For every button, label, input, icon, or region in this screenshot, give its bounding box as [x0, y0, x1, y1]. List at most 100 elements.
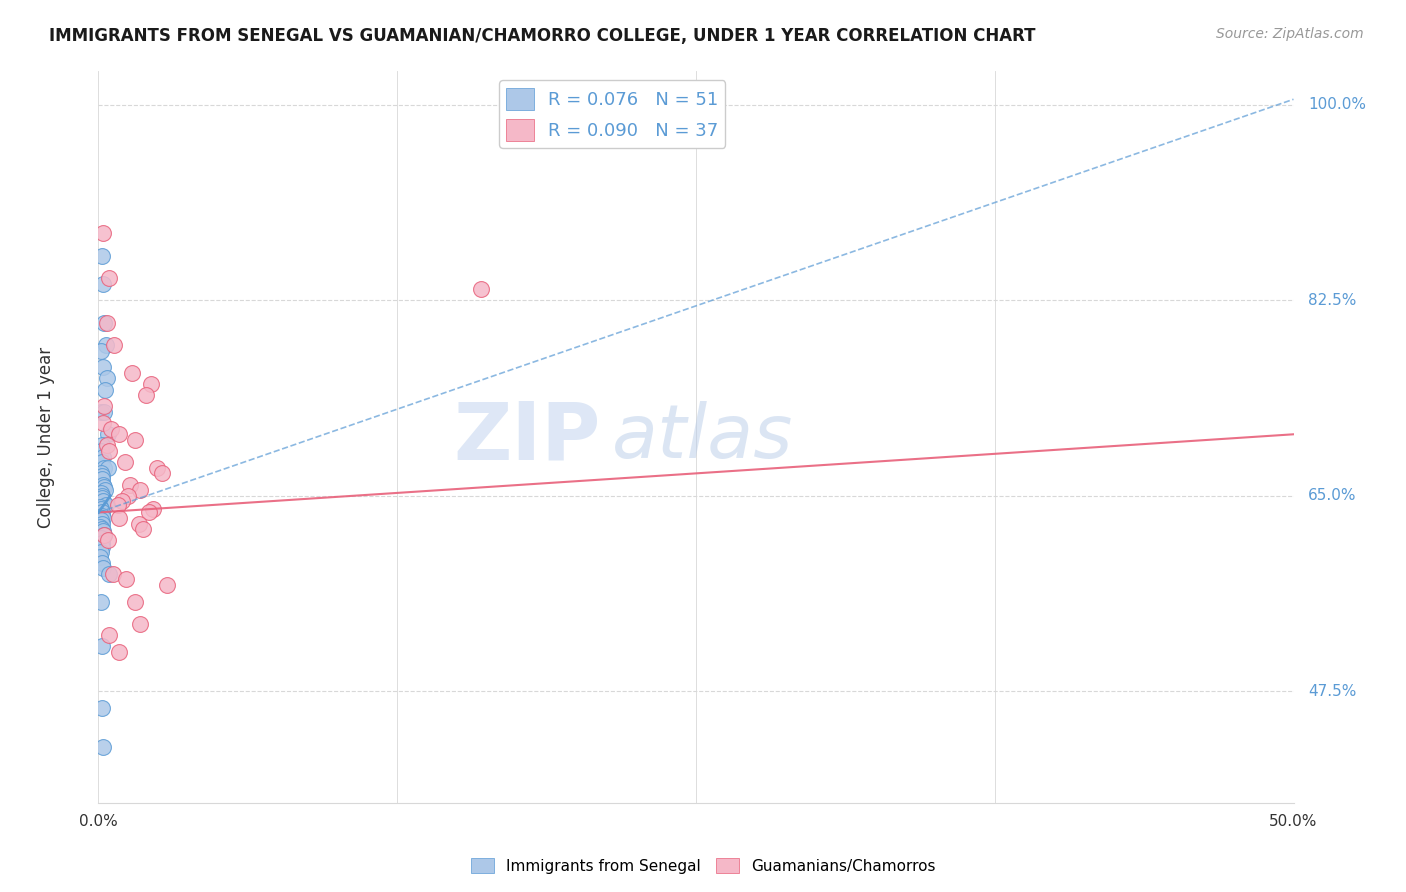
Point: [90, 489, 112, 503]
Point: [117, 489, 139, 503]
Point: [91, 491, 114, 505]
Point: [139, 377, 162, 392]
Point: [118, 477, 141, 491]
Point: [90, 640, 112, 654]
Point: [91, 508, 114, 523]
Point: [98, 566, 121, 581]
Point: [98, 628, 121, 642]
Point: [108, 645, 131, 659]
Point: [90, 468, 112, 483]
Text: atlas: atlas: [613, 401, 794, 473]
Point: [97, 533, 120, 548]
Point: [96, 316, 118, 330]
Point: [93, 460, 115, 475]
Point: [129, 617, 152, 632]
Point: [103, 566, 125, 581]
Text: 100.0%: 100.0%: [1308, 97, 1365, 112]
Point: [91, 701, 114, 715]
Text: Source: ZipAtlas.com: Source: ZipAtlas.com: [1216, 27, 1364, 41]
Point: [121, 366, 143, 380]
Point: [91, 450, 114, 464]
Point: [129, 483, 152, 497]
Point: [91, 277, 114, 291]
Point: [93, 316, 115, 330]
Point: [124, 595, 146, 609]
Point: [150, 467, 173, 481]
Point: [90, 502, 112, 516]
Point: [96, 371, 118, 385]
Point: [91, 540, 114, 554]
Text: College, Under 1 year: College, Under 1 year: [38, 346, 55, 528]
Point: [90, 405, 112, 419]
Text: 50.0%: 50.0%: [1270, 814, 1317, 829]
Point: [146, 460, 169, 475]
Point: [100, 422, 122, 436]
Point: [96, 498, 118, 512]
Point: [89, 550, 111, 565]
Point: [93, 528, 115, 542]
Point: [98, 444, 121, 458]
Point: [93, 511, 115, 525]
Point: [91, 494, 114, 508]
Point: [91, 438, 114, 452]
Text: 0.0%: 0.0%: [79, 814, 118, 829]
Point: [108, 427, 131, 442]
Point: [96, 438, 118, 452]
Point: [89, 500, 111, 514]
Point: [94, 483, 117, 497]
Point: [115, 573, 138, 587]
Point: [98, 271, 121, 285]
Point: [94, 338, 117, 352]
Point: [90, 544, 112, 558]
Point: [90, 486, 112, 500]
Legend: R = 0.076   N = 51, R = 0.090   N = 37: R = 0.076 N = 51, R = 0.090 N = 37: [499, 80, 725, 148]
Text: 82.5%: 82.5%: [1308, 293, 1357, 308]
Point: [114, 455, 136, 469]
Point: [90, 531, 112, 545]
Point: [93, 405, 115, 419]
Point: [128, 516, 150, 531]
Point: [90, 444, 112, 458]
Point: [91, 249, 114, 263]
Point: [90, 595, 112, 609]
Point: [91, 561, 114, 575]
Point: [90, 343, 112, 358]
Point: [90, 535, 112, 549]
Text: ZIP: ZIP: [453, 398, 600, 476]
Point: [90, 516, 112, 531]
Point: [108, 511, 131, 525]
Point: [94, 383, 117, 397]
Point: [97, 427, 120, 442]
Point: [93, 480, 115, 494]
Point: [93, 400, 115, 414]
Point: [91, 522, 114, 536]
Legend: Immigrants from Senegal, Guamanians/Chamorros: Immigrants from Senegal, Guamanians/Cham…: [464, 852, 942, 880]
Point: [91, 472, 114, 486]
Point: [91, 739, 114, 754]
Text: 65.0%: 65.0%: [1308, 488, 1357, 503]
Point: [124, 433, 146, 447]
Point: [131, 522, 153, 536]
Point: [135, 388, 157, 402]
Point: [91, 360, 114, 375]
Point: [103, 338, 125, 352]
Point: [91, 455, 114, 469]
Point: [96, 460, 118, 475]
Point: [93, 528, 115, 542]
Point: [142, 502, 165, 516]
Point: [90, 506, 112, 520]
Point: [91, 227, 114, 241]
Point: [90, 556, 112, 570]
Point: [89, 520, 111, 534]
Point: [138, 506, 160, 520]
Point: [91, 524, 114, 539]
Point: [91, 477, 114, 491]
Point: [110, 494, 132, 508]
Point: [90, 513, 112, 527]
Text: 47.5%: 47.5%: [1308, 683, 1357, 698]
Point: [90, 467, 112, 481]
Text: IMMIGRANTS FROM SENEGAL VS GUAMANIAN/CHAMORRO COLLEGE, UNDER 1 YEAR CORRELATION : IMMIGRANTS FROM SENEGAL VS GUAMANIAN/CHA…: [49, 27, 1036, 45]
Point: [107, 498, 129, 512]
Point: [91, 416, 114, 430]
Point: [470, 282, 492, 296]
